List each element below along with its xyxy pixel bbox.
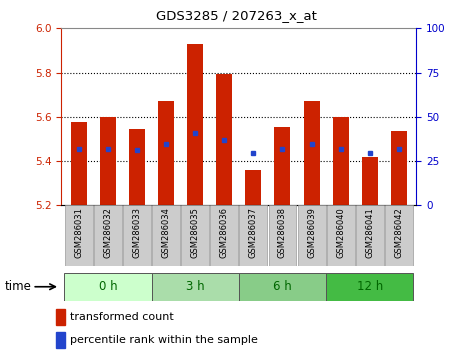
Bar xyxy=(129,129,145,205)
FancyBboxPatch shape xyxy=(239,205,267,266)
Bar xyxy=(362,156,378,205)
FancyBboxPatch shape xyxy=(65,205,93,266)
Text: 6 h: 6 h xyxy=(273,280,292,293)
Bar xyxy=(245,170,262,205)
FancyBboxPatch shape xyxy=(152,273,239,301)
Bar xyxy=(274,127,290,205)
Bar xyxy=(71,122,87,205)
Bar xyxy=(304,101,320,205)
Text: 0 h: 0 h xyxy=(99,280,117,293)
FancyBboxPatch shape xyxy=(327,205,355,266)
Bar xyxy=(391,131,407,205)
Text: GSM286033: GSM286033 xyxy=(132,207,141,258)
FancyBboxPatch shape xyxy=(269,205,297,266)
Text: transformed count: transformed count xyxy=(70,312,174,322)
Bar xyxy=(187,44,203,205)
Text: GSM286032: GSM286032 xyxy=(104,207,113,258)
FancyBboxPatch shape xyxy=(326,273,413,301)
FancyBboxPatch shape xyxy=(239,273,326,301)
Text: GSM286034: GSM286034 xyxy=(162,207,171,258)
Bar xyxy=(56,332,65,348)
Text: GSM286031: GSM286031 xyxy=(74,207,83,258)
Text: GSM286040: GSM286040 xyxy=(336,207,345,258)
Bar xyxy=(216,74,232,205)
Bar xyxy=(333,117,349,205)
Text: GSM286039: GSM286039 xyxy=(307,207,316,258)
FancyBboxPatch shape xyxy=(152,205,180,266)
FancyBboxPatch shape xyxy=(385,205,413,266)
FancyBboxPatch shape xyxy=(298,205,325,266)
FancyBboxPatch shape xyxy=(181,205,209,266)
Text: time: time xyxy=(5,280,32,293)
Text: GSM286038: GSM286038 xyxy=(278,207,287,258)
Bar xyxy=(158,101,174,205)
FancyBboxPatch shape xyxy=(94,205,122,266)
Text: GSM286042: GSM286042 xyxy=(394,207,403,258)
Text: GDS3285 / 207263_x_at: GDS3285 / 207263_x_at xyxy=(156,9,317,22)
Bar xyxy=(56,309,65,325)
Text: GSM286037: GSM286037 xyxy=(249,207,258,258)
Text: GSM286036: GSM286036 xyxy=(220,207,229,258)
Text: 12 h: 12 h xyxy=(357,280,383,293)
Bar xyxy=(100,117,116,205)
Text: 3 h: 3 h xyxy=(186,280,204,293)
FancyBboxPatch shape xyxy=(64,273,152,301)
FancyBboxPatch shape xyxy=(356,205,384,266)
Text: GSM286041: GSM286041 xyxy=(365,207,374,258)
FancyBboxPatch shape xyxy=(210,205,238,266)
FancyBboxPatch shape xyxy=(123,205,151,266)
Text: GSM286035: GSM286035 xyxy=(191,207,200,258)
Text: percentile rank within the sample: percentile rank within the sample xyxy=(70,335,258,345)
